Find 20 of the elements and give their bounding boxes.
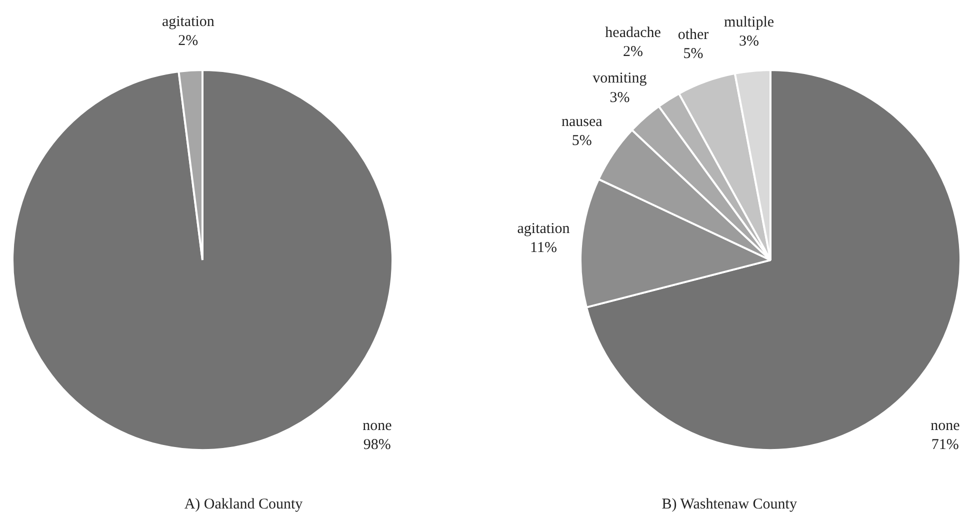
data-label: 3% [739,34,760,50]
data-label: 11% [530,240,557,256]
data-label: 5% [683,46,704,62]
data-label: 98% [363,437,391,454]
data-label: 5% [572,132,592,149]
slice-label: agitation [517,220,570,237]
slice-label: vomiting [592,70,648,87]
slice-label: agitation [162,14,215,30]
slice-label: none [362,418,392,434]
slice-label: none [930,418,960,434]
data-label: 71% [931,437,959,454]
slice-label: headache [605,25,662,41]
text: B) Washtenaw County [662,496,798,512]
data-label: 2% [178,33,198,50]
slice-label: multiple [724,14,774,31]
slice-label: nausea [562,114,603,130]
data-label: 3% [610,90,630,106]
data-label: 2% [623,44,644,60]
slice-label: other [678,27,709,44]
text: A) Oakland County [184,496,304,512]
